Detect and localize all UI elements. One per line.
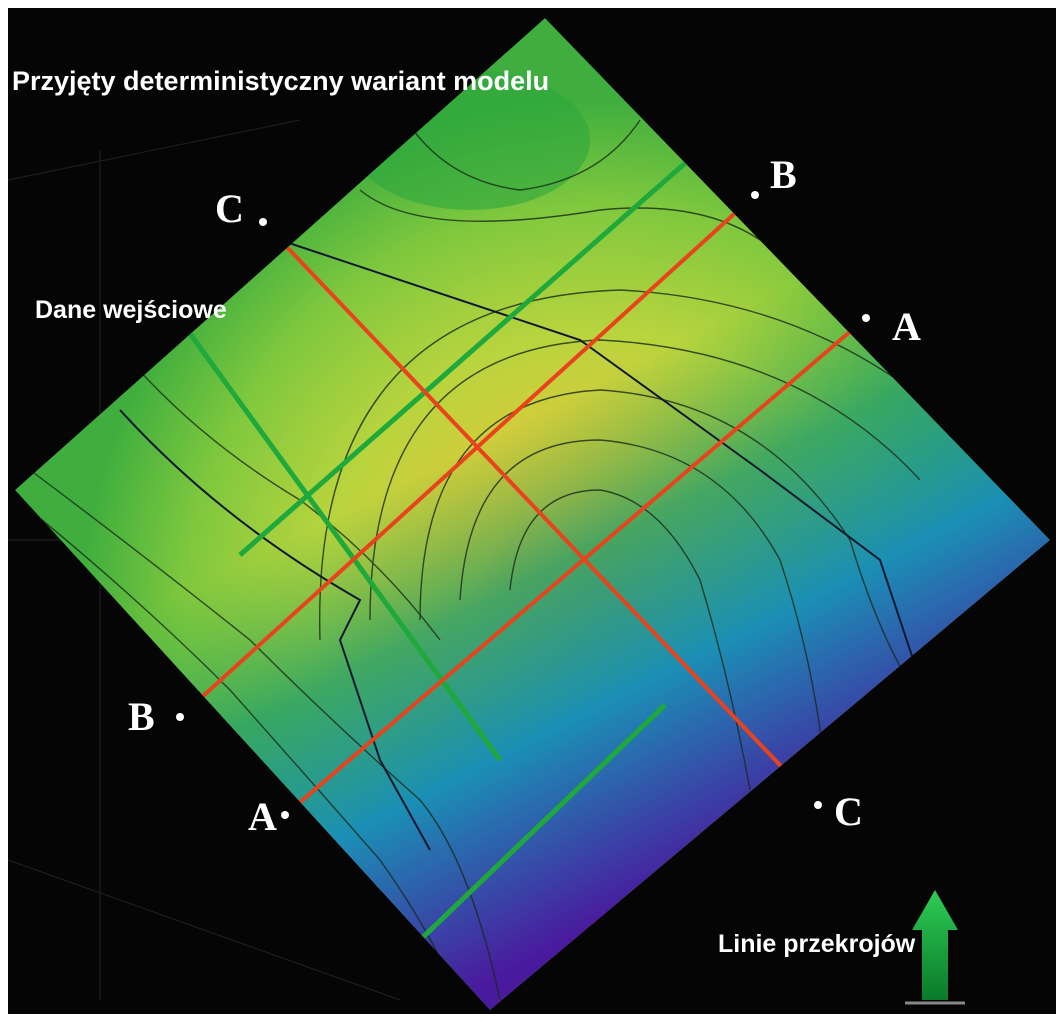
section-lines-label: Linie przekrojów	[718, 930, 916, 958]
section-label: C	[215, 186, 244, 231]
title: Przyjęty deterministyczny wariant modelu	[12, 66, 549, 96]
section-label: A	[248, 794, 277, 839]
input-data-label: Dane wejściowe	[35, 296, 227, 324]
section-label: B	[128, 694, 155, 739]
section-label: A	[892, 304, 921, 349]
section-label: B	[770, 152, 797, 197]
figure: A A B B C C Przyjęty deterministyczny wa…	[0, 0, 1061, 1022]
section-label: C	[834, 789, 863, 834]
